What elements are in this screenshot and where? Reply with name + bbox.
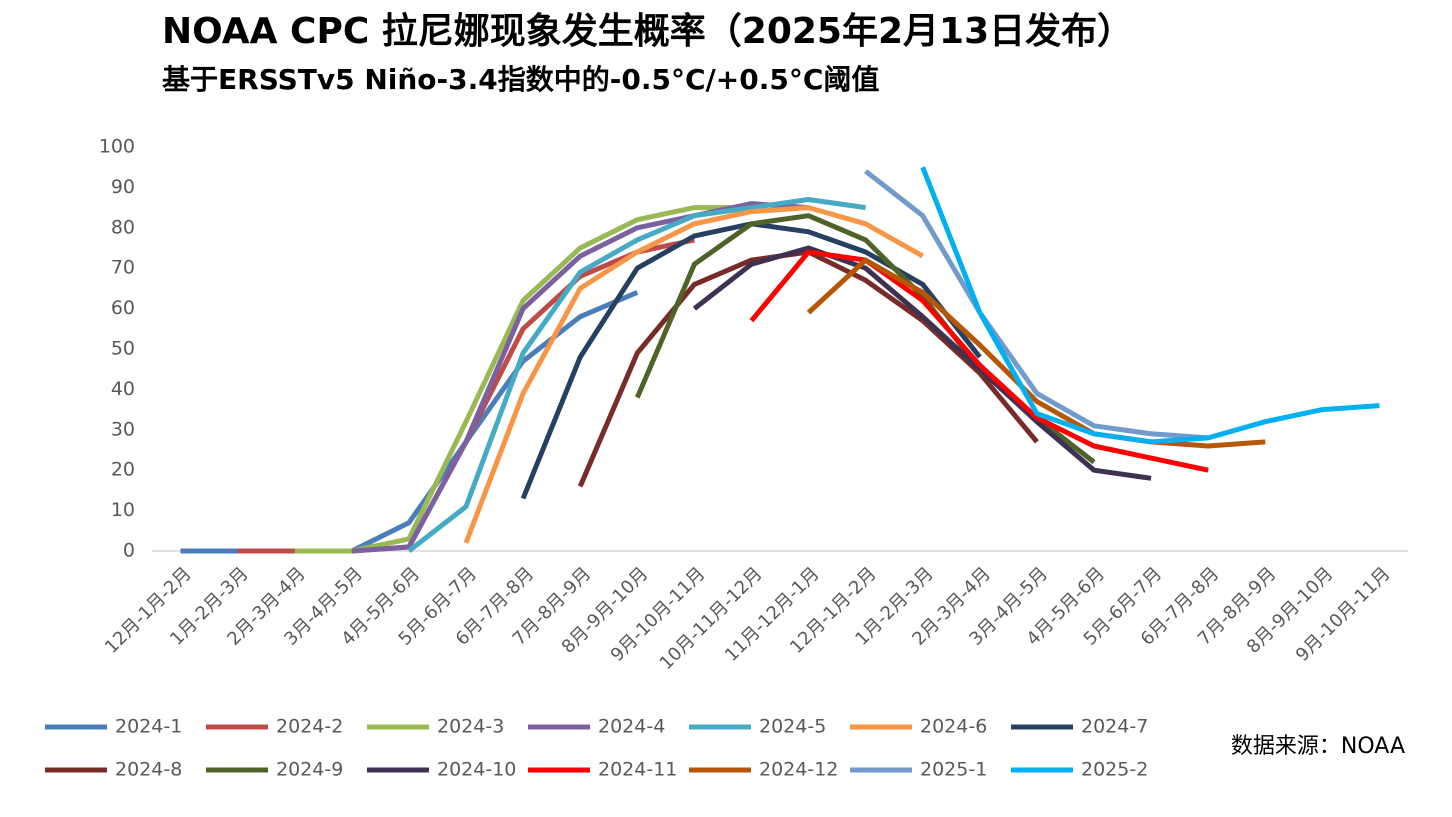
legend-label: 2024-9 bbox=[276, 759, 343, 781]
legend-label: 2024-8 bbox=[115, 759, 182, 781]
legend-label: 2024-11 bbox=[598, 759, 677, 781]
series-line bbox=[351, 201, 809, 554]
series-line bbox=[864, 169, 1209, 441]
legend-label: 2025-1 bbox=[920, 759, 987, 781]
series-line bbox=[749, 249, 1209, 473]
legend-label: 2024-6 bbox=[920, 716, 987, 738]
y-tick-label: 20 bbox=[111, 459, 135, 481]
legend-label: 2025-2 bbox=[1081, 759, 1148, 781]
legend-label: 2024-3 bbox=[437, 716, 504, 738]
legend-label: 2024-12 bbox=[759, 759, 838, 781]
y-tick-label: 40 bbox=[111, 378, 135, 400]
y-tick-label: 90 bbox=[111, 176, 135, 198]
legend-label: 2024-5 bbox=[759, 716, 826, 738]
x-tick-label: 10月-11月-12月 bbox=[656, 563, 767, 674]
y-tick-label: 80 bbox=[111, 216, 135, 238]
series-line bbox=[180, 290, 639, 554]
legend-label: 2024-10 bbox=[437, 759, 516, 781]
series-line bbox=[294, 205, 752, 554]
series-line bbox=[463, 205, 924, 544]
y-tick-label: 100 bbox=[99, 136, 135, 158]
y-tick-label: 60 bbox=[111, 297, 135, 319]
y-tick-label: 50 bbox=[111, 338, 135, 360]
series-line bbox=[920, 166, 1380, 445]
legend-label: 2024-7 bbox=[1081, 716, 1148, 738]
legend-label: 2024-2 bbox=[276, 716, 343, 738]
series-line bbox=[806, 257, 1266, 449]
chart-subtitle: 基于ERSSTv5 Niño-3.4指数中的-0.5°C/+0.5°C阈值 bbox=[162, 63, 879, 96]
y-tick-label: 30 bbox=[111, 418, 135, 440]
y-tick-label: 0 bbox=[123, 540, 135, 562]
legend-label: 2024-4 bbox=[598, 716, 665, 738]
y-tick-label: 70 bbox=[111, 257, 135, 279]
chart-title: NOAA CPC 拉尼娜现象发生概率（2025年2月13日发布） bbox=[162, 11, 1133, 52]
series-line bbox=[407, 197, 866, 553]
y-tick-label: 10 bbox=[111, 499, 135, 521]
source-note: 数据来源：NOAA bbox=[1231, 734, 1405, 759]
series-line bbox=[692, 245, 1152, 481]
legend-label: 2024-1 bbox=[115, 716, 182, 738]
